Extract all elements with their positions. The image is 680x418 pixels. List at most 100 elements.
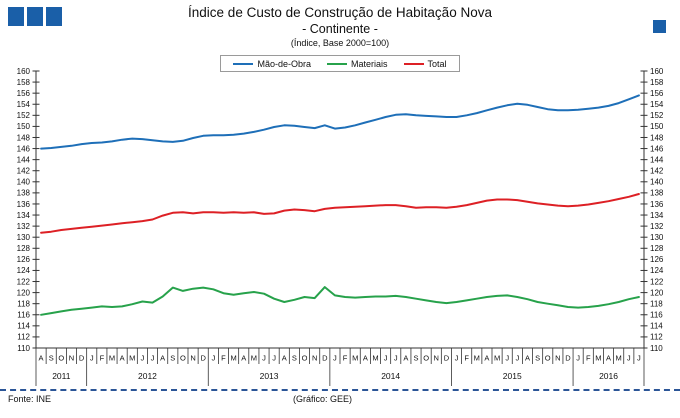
x-month-label: M <box>595 354 601 363</box>
y-axis-label-right: 158 <box>650 78 664 87</box>
legend: Mão-de-Obra Materiais Total <box>220 55 460 72</box>
x-month-label: M <box>129 354 135 363</box>
x-year-label: 2012 <box>138 371 157 381</box>
x-month-label: D <box>322 354 328 363</box>
y-axis-label-left: 116 <box>17 311 30 320</box>
x-year-label: 2015 <box>503 371 522 381</box>
y-axis-label-right: 140 <box>650 178 664 187</box>
bottom-divider <box>0 389 680 391</box>
y-axis-label-right: 160 <box>650 67 664 76</box>
x-month-label: J <box>333 354 337 363</box>
x-month-label: F <box>586 354 591 363</box>
y-axis-label-left: 150 <box>17 122 31 131</box>
y-axis-label-right: 110 <box>650 344 663 353</box>
x-month-label: S <box>535 354 540 363</box>
y-axis-label-right: 116 <box>650 311 663 320</box>
x-month-label: A <box>39 354 44 363</box>
x-month-label: D <box>79 354 85 363</box>
x-month-label: J <box>515 354 519 363</box>
x-month-label: S <box>170 354 175 363</box>
x-month-label: S <box>292 354 297 363</box>
x-year-label: 2014 <box>381 371 400 381</box>
y-axis-label-right: 126 <box>650 255 664 264</box>
y-axis-label-left: 144 <box>17 155 31 164</box>
legend-item-m-o-de-obra: Mão-de-Obra <box>233 59 311 69</box>
y-axis-label-left: 132 <box>17 222 31 231</box>
y-axis-label-left: 160 <box>17 67 31 76</box>
x-month-label: J <box>394 354 398 363</box>
x-month-label: N <box>69 354 74 363</box>
x-month-label: M <box>109 354 115 363</box>
x-month-label: A <box>525 354 530 363</box>
y-axis-label-left: 120 <box>17 288 31 297</box>
legend-swatch <box>403 62 424 65</box>
legend-wrap: Mão-de-Obra Materiais Total <box>0 55 680 72</box>
series-line-materiais <box>40 286 640 316</box>
x-month-label: F <box>221 354 226 363</box>
x-month-label: O <box>545 354 551 363</box>
x-month-label: M <box>251 354 257 363</box>
y-axis-label-right: 136 <box>650 200 664 209</box>
y-axis-label-right: 146 <box>650 144 664 153</box>
x-month-label: M <box>494 354 500 363</box>
y-axis-label-left: 126 <box>17 255 31 264</box>
y-axis-label-right: 134 <box>650 211 664 220</box>
logo-square <box>8 7 24 26</box>
chart-title: Índice de Custo de Construção de Habitaç… <box>188 5 492 20</box>
x-month-label: A <box>403 354 408 363</box>
x-month-label: D <box>565 354 571 363</box>
x-year-label: 2011 <box>52 371 71 381</box>
y-axis-label-left: 152 <box>17 111 31 120</box>
x-month-label: M <box>616 354 622 363</box>
x-month-label: A <box>363 354 368 363</box>
series-line-m-o-de-obra <box>40 94 640 150</box>
y-axis-label-left: 138 <box>17 189 31 198</box>
y-axis-label-left: 122 <box>17 277 31 286</box>
y-axis-label-right: 138 <box>650 189 664 198</box>
y-axis-label-right: 144 <box>650 155 664 164</box>
legend-label: Materiais <box>351 58 388 69</box>
x-month-label: A <box>484 354 489 363</box>
y-axis-label-right: 128 <box>650 244 664 253</box>
source-note: Fonte: INE <box>8 394 52 404</box>
y-axis-label-right: 130 <box>650 233 664 242</box>
x-year-label: 2013 <box>260 371 279 381</box>
y-axis-label-right: 152 <box>650 111 664 120</box>
legend-item-total: Total <box>403 58 447 69</box>
x-month-label: D <box>444 354 450 363</box>
y-axis-label-left: 110 <box>17 344 30 353</box>
x-month-label: J <box>262 354 266 363</box>
x-month-label: M <box>474 354 480 363</box>
x-month-label: M <box>230 354 236 363</box>
y-axis-label-left: 140 <box>17 178 31 187</box>
x-month-label: O <box>180 354 186 363</box>
y-axis-label-right: 150 <box>650 122 664 131</box>
y-axis-label-left: 124 <box>17 266 31 275</box>
x-month-label: O <box>423 354 429 363</box>
x-month-label: M <box>352 354 358 363</box>
x-month-label: N <box>312 354 317 363</box>
credit-note: (Gráfico: GEE) <box>292 394 352 404</box>
legend-swatch <box>233 62 254 65</box>
x-month-label: O <box>302 354 308 363</box>
x-month-label: A <box>282 354 287 363</box>
y-axis-label-right: 112 <box>650 333 663 342</box>
y-axis-label-right: 114 <box>650 322 663 331</box>
x-year-label: 2016 <box>599 371 618 381</box>
y-axis-label-left: 134 <box>17 211 31 220</box>
y-axis-label-right: 142 <box>650 167 664 176</box>
y-axis-label-left: 148 <box>17 133 31 142</box>
chart-subtitle: - Continente - <box>302 21 378 36</box>
x-month-label: A <box>120 354 125 363</box>
x-month-label: F <box>343 354 348 363</box>
x-month-label: N <box>555 354 560 363</box>
logo <box>8 7 62 26</box>
x-month-label: J <box>455 354 459 363</box>
y-axis-label-left: 142 <box>17 167 31 176</box>
y-axis-label-right: 124 <box>650 266 664 275</box>
y-axis-label-left: 114 <box>17 322 30 331</box>
x-month-label: N <box>434 354 439 363</box>
y-axis-label-right: 154 <box>650 100 664 109</box>
legend-label: Total <box>427 58 447 69</box>
chart-caption: (Índice, Base 2000=100) <box>290 37 390 48</box>
